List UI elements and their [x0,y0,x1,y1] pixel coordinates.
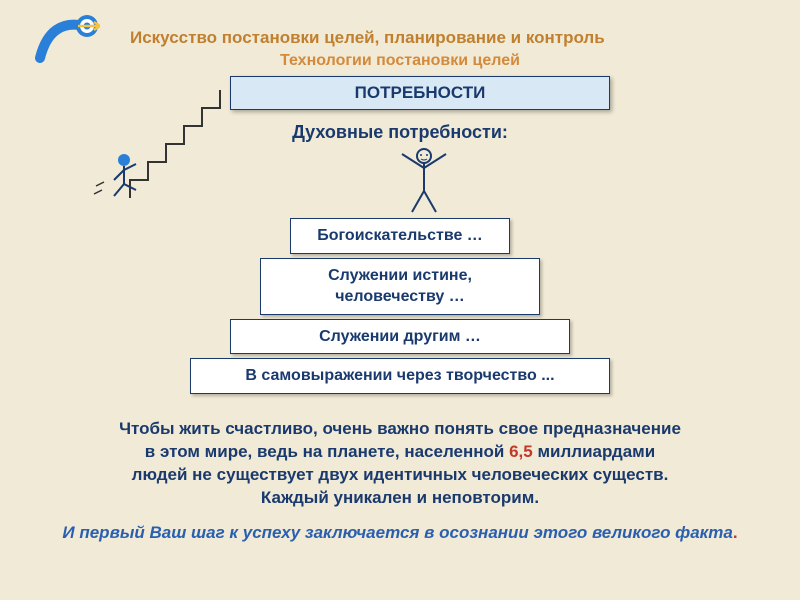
para-line1: Чтобы жить счастливо, очень важно понять… [119,419,681,438]
stickman-victory [394,146,454,221]
conclusion-paragraph: И первый Ваш шаг к успеху заключается в … [40,522,760,545]
body-paragraph: Чтобы жить счастливо, очень важно понять… [40,418,760,510]
header-subtitle: Технологии постановки целей [0,52,800,70]
stairs-graphic [90,90,230,225]
pyramid-hierarchy: Богоискательстве … Служении истине, чело… [0,218,800,398]
needs-box: ПОТРЕБНОСТИ [230,76,610,110]
conclusion-text: И первый Ваш шаг к успеху заключается в … [62,523,732,542]
pyramid-level-3: Служении другим … [230,319,570,355]
para-line2a: в этом мире, ведь на планете, населенной [145,442,509,461]
para-highlight-number: 6,5 [509,442,533,461]
para-line3: людей не существует двух идентичных чело… [132,465,669,484]
pyramid-level-4: В самовыражении через творчество ... [190,358,610,394]
pyramid-level-1: Богоискательстве … [290,218,510,254]
needs-box-label: ПОТРЕБНОСТИ [355,83,486,103]
header-main-title: Искусство постановки целей, планирование… [130,28,605,48]
para-line4: Каждый уникален и неповторим. [261,488,539,507]
pyramid-level-2: Служении истине, человечеству … [260,258,540,315]
conclusion-dot: . [733,523,738,542]
para-line2b: миллиардами [533,442,656,461]
